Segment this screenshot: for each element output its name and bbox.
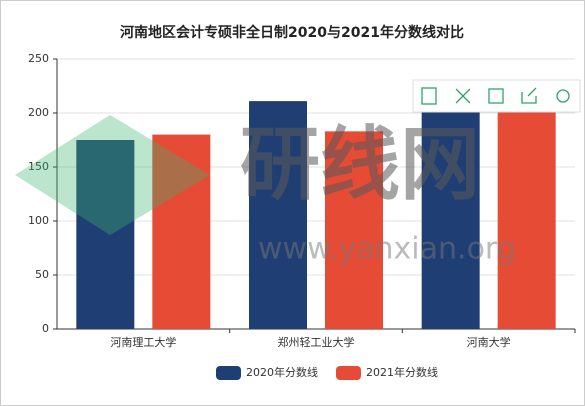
x-tick-label: 河南大学	[467, 335, 511, 349]
y-tick-label: 0	[42, 322, 49, 335]
toolbox	[412, 79, 581, 113]
watermark-url: www.yanxian.org	[258, 232, 516, 267]
y-tick-label: 150	[28, 160, 49, 173]
y-tick-label: 250	[28, 52, 49, 65]
x-tick-label: 河南理工大学	[110, 335, 176, 349]
tool-dataview[interactable]	[421, 87, 437, 105]
bar	[76, 140, 135, 329]
bar	[421, 83, 480, 329]
tool-settings[interactable]	[556, 89, 570, 103]
legend-swatch	[336, 366, 361, 380]
watermark-title: 研线网	[240, 118, 480, 211]
x-tick-label: 郑州轻工业大学	[278, 335, 355, 349]
bar	[249, 101, 307, 330]
y-tick-label: 50	[35, 268, 49, 281]
bar	[152, 134, 211, 329]
tool-save[interactable]	[488, 88, 504, 104]
y-tick-label: 200	[28, 106, 49, 119]
tool-zoom[interactable]	[455, 88, 471, 104]
y-tick-label: 100	[28, 214, 49, 227]
bar	[325, 131, 383, 329]
tool-share[interactable]	[521, 87, 537, 104]
bar	[497, 96, 556, 329]
legend-label: 2020年分数线	[246, 365, 318, 379]
watermark: 研线网 www.yanxian.org	[15, 115, 516, 267]
plot-area: 0 50 100 150 200 250 河南理工大学 郑州轻工业大学 河南大学 2020年分数线…	[28, 52, 576, 380]
toolbox-bg	[412, 79, 581, 113]
watermark-logo	[15, 115, 210, 235]
legend-label: 2021年分数线	[366, 365, 438, 379]
legend-swatch	[216, 366, 241, 380]
chart-title: 河南地区会计专硕非全日制2020与2021年分数线对比	[120, 24, 464, 41]
